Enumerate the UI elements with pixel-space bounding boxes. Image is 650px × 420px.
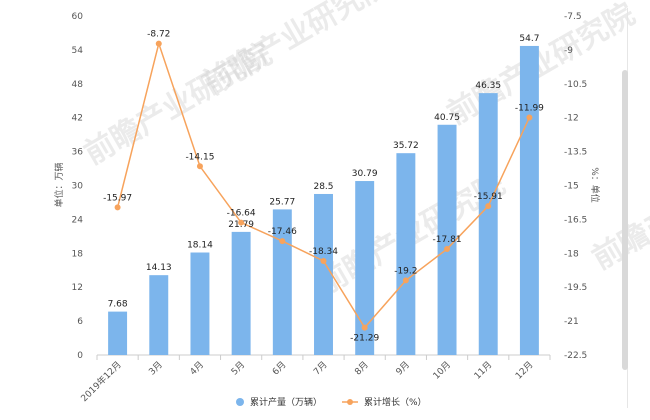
line-point [402,277,409,284]
line-value-label: -8.72 [147,30,170,40]
bar [478,93,498,355]
data-labels: 7.68 14.13 18.14 21.79 25.77 28.5 30.79 35.72 40… [103,30,544,344]
watermark-logo: 前瞻产业研究院 [197,0,396,102]
y2-tick-label: -13.5 [564,148,587,158]
line-point [155,40,162,47]
y2-tick-label: -19.5 [564,283,587,293]
x-tick-label: 4月 [188,359,206,377]
line-value-label: -17.81 [433,235,462,245]
bar [149,275,169,355]
bar [355,181,375,355]
line-value-label: -14.15 [185,152,214,162]
y-tick-label: 12 [72,283,83,293]
line-point [114,204,121,211]
line-value-label: -18.34 [309,247,338,257]
bar [314,193,333,355]
legend-bar-marker [236,398,244,406]
legend-bar-label: 累计产量（万辆） [250,396,322,408]
line-point [196,163,203,170]
bar-value-label: 7.68 [108,300,128,310]
legend-line-dot [347,399,353,405]
bar-value-label: 35.72 [393,141,419,151]
bar-series [108,45,539,355]
bar-value-label: 46.35 [475,81,501,91]
y-tick-label: 6 [77,317,83,327]
line-point [320,257,327,264]
bar [190,252,210,355]
scrollbar[interactable] [622,70,628,370]
line-value-label: -19.2 [394,266,417,276]
x-tick-label: 9月 [394,359,412,377]
x-tick-label: 7月 [311,359,329,377]
line-point [485,203,492,210]
bar-value-label: 30.79 [352,169,378,179]
line-value-label: -15.91 [474,192,503,202]
line-value-label: -21.29 [350,334,379,344]
y-tick-label: 0 [77,351,83,361]
y-tick-label: 48 [72,80,84,90]
x-tick-label: 11月 [472,359,494,381]
y2-tick-label: -7.5 [564,12,582,22]
bar [272,209,292,355]
line-value-label: -17.46 [268,227,297,237]
bar [231,231,251,355]
bar [519,45,539,355]
bar-value-label: 25.77 [269,197,295,207]
y-axis-title: 单位：万辆 [53,162,65,207]
x-tick-label: 2019年12月 [78,359,124,405]
x-tick-label: 3月 [147,359,165,377]
x-tick-label: 6月 [270,359,288,377]
y-tick-label: 18 [72,249,84,259]
bar [108,311,128,355]
y2-axis-title: %：单位 [589,167,601,203]
y2-tick-label: -15 [564,182,579,192]
line-value-label: -11.99 [515,103,544,113]
bar-value-label: 14.13 [146,263,172,273]
bar-value-label: 40.75 [434,113,460,123]
bar-value-label: 54.7 [519,34,539,44]
line-series [114,40,533,331]
line-value-label: -16.64 [227,209,256,219]
y2-tick-label: -12 [564,114,579,124]
line-point [444,246,451,253]
legend: 累计产量（万辆） 累计增长（%） [236,396,427,408]
bar-value-label: 28.5 [313,182,333,192]
y2-tick-label: -16.5 [564,215,587,225]
x-tick-label: 8月 [353,359,371,377]
legend-line-label: 累计增长（%） [364,396,427,408]
line-point [238,219,245,226]
watermark-logo: 前瞻产业研究院 [587,142,650,277]
y-tick-label: 42 [72,114,83,124]
y-tick-label: 24 [72,215,84,225]
bar-value-label: 18.14 [187,241,213,251]
y2-tick-label: -18 [564,249,579,259]
y2-tick-label: -21 [564,317,579,327]
y2-tick-label: -9 [564,46,573,56]
y-tick-label: 30 [72,182,84,192]
y2-tick-label: -10.5 [564,80,587,90]
x-tick-label: 5月 [229,359,247,377]
y-tick-label: 36 [72,148,84,158]
bar-value-label: 21.79 [228,220,254,230]
y2-tick-label: -22.5 [564,351,587,361]
x-tick-label: 12月 [513,359,535,381]
bar [396,153,416,355]
y-tick-label: 54 [72,46,84,56]
x-tick-label: 10月 [431,359,453,381]
bar [437,124,457,355]
line-point [279,238,286,245]
y-tick-label: 60 [72,12,84,22]
line-value-label: -15.97 [103,193,132,203]
line-point [361,324,368,331]
line-point [526,114,533,121]
